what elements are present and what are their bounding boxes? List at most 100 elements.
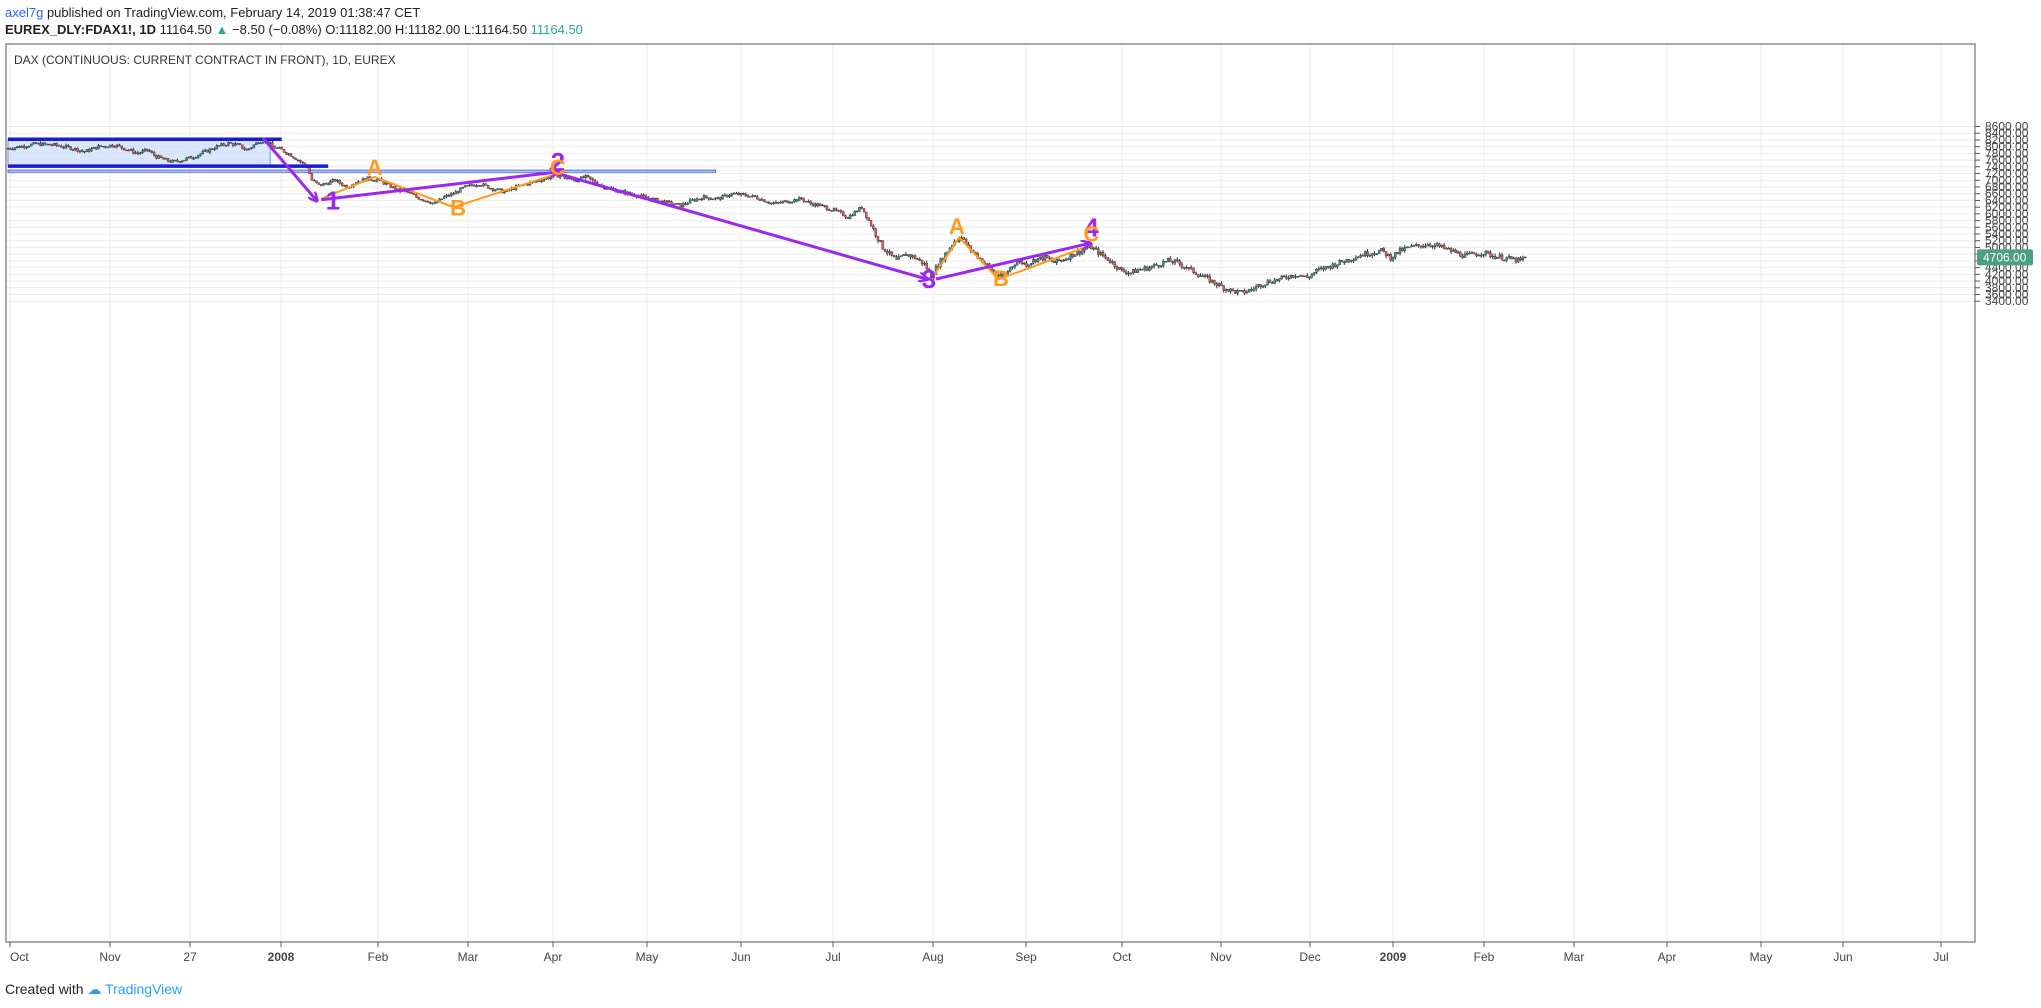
candle-body — [858, 207, 861, 212]
candle-body — [1271, 282, 1274, 284]
candle-body — [1266, 280, 1269, 285]
candle-body — [1183, 266, 1186, 269]
candle — [1303, 275, 1307, 277]
candle-body — [74, 147, 77, 150]
candle-body — [217, 145, 221, 147]
candle-body — [712, 198, 715, 201]
candle-body — [777, 201, 780, 204]
candle-body — [164, 158, 167, 160]
candle — [1403, 245, 1406, 253]
candle — [336, 178, 339, 183]
candle — [700, 197, 703, 202]
candle — [1129, 272, 1133, 276]
price-chart[interactable]: DAX (CONTINUOUS: CURRENT CONTRACT IN FRO… — [0, 0, 2041, 975]
candle-body — [213, 148, 216, 151]
candle — [20, 145, 24, 148]
candle — [883, 248, 887, 253]
candle-body — [816, 203, 819, 207]
candle-body — [220, 143, 223, 146]
candle — [1459, 251, 1462, 258]
candle — [1148, 265, 1151, 272]
candle-body — [113, 146, 116, 148]
candle — [744, 192, 747, 197]
price-axis[interactable]: 8600.008400.008200.008000.007800.007600.… — [1975, 120, 2033, 309]
candle-body — [642, 194, 645, 197]
candle-body — [1285, 276, 1288, 279]
candle-body — [1169, 258, 1172, 262]
candle — [245, 148, 249, 151]
candle-body — [1424, 245, 1427, 248]
candle-body — [190, 156, 193, 159]
candle-body — [886, 251, 889, 254]
candle — [737, 191, 740, 196]
candle-body — [1408, 246, 1411, 249]
candle-body — [1282, 275, 1286, 278]
candle-body — [459, 187, 462, 193]
candle — [1375, 253, 1379, 255]
candle — [858, 206, 861, 212]
candle-body — [927, 268, 931, 272]
candle — [71, 148, 75, 151]
candle-body — [883, 248, 887, 252]
candle — [1482, 254, 1485, 258]
candle — [371, 179, 374, 182]
candle-body — [262, 141, 265, 144]
candle-body — [1220, 283, 1223, 287]
candle-body — [1454, 249, 1457, 254]
candle-body — [452, 193, 455, 195]
candle — [201, 149, 205, 155]
candle — [324, 182, 328, 185]
tradingview-link[interactable]: TradingView — [105, 981, 183, 997]
candle-body — [1083, 248, 1086, 252]
candle-body — [97, 145, 100, 150]
candle — [210, 148, 214, 151]
candle — [310, 172, 314, 181]
time-axis[interactable]: Oct Nov 27 2008 Feb Mar Apr May Jun Jul Aug Sep Oct N… — [9, 942, 1949, 964]
candle-body — [1025, 262, 1028, 267]
candle-body — [273, 146, 276, 149]
candle-body — [1006, 271, 1010, 275]
candle — [804, 200, 808, 203]
candle-body — [243, 148, 246, 150]
y-tick-label: 6200.00 — [1985, 200, 2029, 214]
candle-body — [371, 179, 374, 182]
candle-body — [120, 145, 123, 149]
candle — [185, 157, 188, 162]
candle-body — [1475, 253, 1478, 256]
resistance-box — [7, 169, 717, 173]
candle — [714, 197, 717, 201]
candle — [1134, 267, 1137, 274]
candle — [677, 202, 680, 205]
candle — [340, 181, 344, 187]
candle — [811, 202, 815, 207]
candle-body — [895, 256, 898, 260]
candle-body — [751, 195, 754, 197]
candle — [234, 141, 237, 147]
candle-body — [1227, 289, 1230, 292]
candle-body — [139, 152, 142, 155]
candle-body — [210, 148, 214, 151]
candle — [74, 147, 77, 152]
author-link[interactable]: axel7g — [5, 5, 44, 20]
candle — [280, 146, 283, 150]
candle-body — [1067, 258, 1070, 261]
candle — [480, 184, 483, 187]
candle-body — [1062, 259, 1065, 262]
tradingview-logo-icon[interactable]: ☁ — [87, 981, 102, 997]
candle-body — [1224, 289, 1228, 291]
candle — [793, 198, 796, 203]
candle — [999, 271, 1003, 278]
x-tick-label: Aug — [922, 950, 943, 964]
symbol-name[interactable]: EUREX_DLY:FDAX1!, 1D — [5, 22, 156, 37]
candle-body — [906, 254, 910, 256]
candle — [227, 141, 230, 147]
candle-body — [1428, 244, 1432, 247]
candle-body — [313, 180, 316, 182]
candle-body — [1173, 259, 1177, 264]
candle — [331, 177, 334, 183]
candle — [466, 185, 469, 187]
candle-body — [844, 215, 847, 218]
candle-body — [1299, 275, 1302, 277]
candle — [118, 143, 121, 147]
candle-body — [1461, 255, 1464, 258]
